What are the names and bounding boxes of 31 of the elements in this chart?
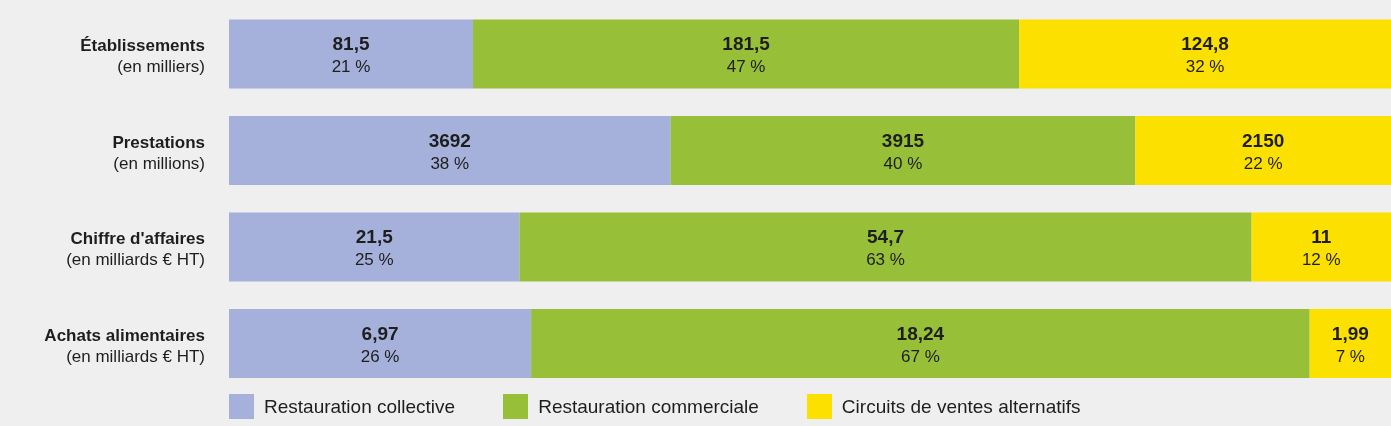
data-label: 3692 38 % bbox=[428, 129, 471, 173]
data-label: 21,5 25 % bbox=[354, 226, 394, 270]
data-label: 181,5 47 % bbox=[722, 33, 771, 77]
y-tick-label: Chiffre d'affaires (en milliards € HT) bbox=[66, 229, 205, 270]
bar bbox=[1019, 19, 1391, 89]
bar bbox=[229, 212, 520, 282]
data-label: 2150 22 % bbox=[1242, 129, 1285, 173]
bar bbox=[473, 19, 1020, 89]
bar bbox=[531, 309, 1310, 379]
data-label: 3915 40 % bbox=[881, 129, 925, 173]
y-tick-label: Prestations (en millions) bbox=[112, 132, 205, 173]
bar bbox=[229, 309, 532, 379]
data-label: 6,97 26 % bbox=[360, 322, 400, 366]
data-label: 1,99 7 % bbox=[1331, 322, 1369, 366]
data-label: 124,8 32 % bbox=[1181, 33, 1229, 77]
legend-label: Circuits de ventes alternatifs bbox=[841, 395, 1081, 418]
y-tick-label: Établissements (en milliers) bbox=[80, 36, 205, 77]
data-label: 81,5 21 % bbox=[331, 33, 371, 77]
data-label: 11 12 % bbox=[1301, 226, 1341, 270]
y-tick-label: Achats alimentaires (en milliards € HT) bbox=[44, 325, 205, 366]
bar bbox=[1135, 116, 1391, 186]
bar bbox=[229, 116, 671, 186]
bar bbox=[1251, 212, 1391, 282]
legend-label: Restauration collective bbox=[264, 395, 456, 418]
bar bbox=[229, 19, 474, 89]
legend-label: Restauration commerciale bbox=[538, 395, 759, 418]
bar bbox=[670, 116, 1136, 186]
bar bbox=[519, 212, 1252, 282]
data-label: 54,7 63 % bbox=[866, 226, 905, 270]
bar bbox=[1309, 309, 1391, 379]
data-label: 18,24 67 % bbox=[896, 322, 945, 366]
